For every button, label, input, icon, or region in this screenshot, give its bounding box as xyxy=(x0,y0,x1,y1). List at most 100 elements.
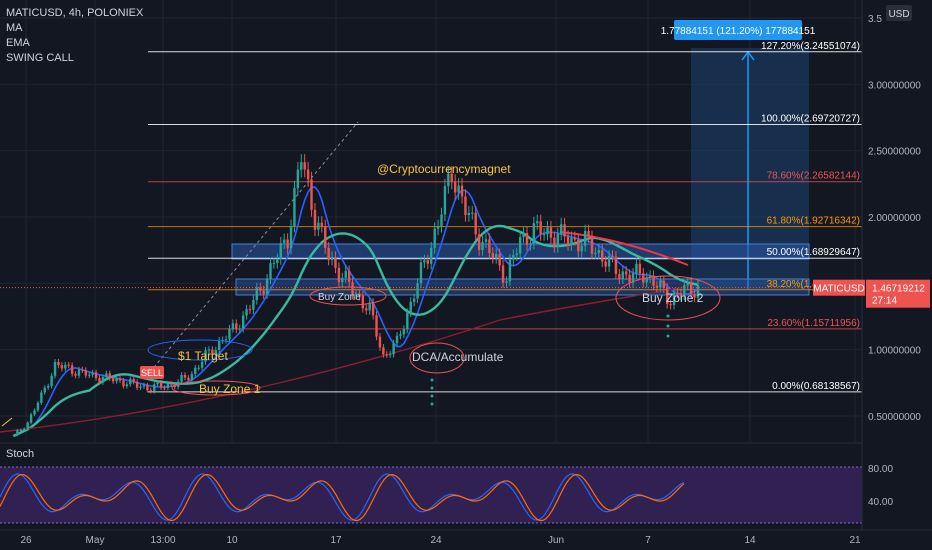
annotations: @Cryptocurrencymagnet Buy Zone $1 Target Bu… xyxy=(1,162,721,427)
candle-body xyxy=(495,254,498,258)
candle-body xyxy=(53,361,57,376)
candle-body xyxy=(282,239,286,244)
candle-body xyxy=(508,259,512,282)
candle-body xyxy=(327,247,330,260)
candle-body xyxy=(354,293,358,295)
candle-body xyxy=(515,253,518,256)
watermark-text: @Cryptocurrencymagnet xyxy=(377,162,511,176)
candle-body xyxy=(566,236,570,245)
candle-body xyxy=(218,340,221,351)
candle-body xyxy=(286,239,289,249)
fib-label: 61.80%(1.92716342) xyxy=(767,216,860,227)
candle-body xyxy=(57,361,60,366)
candle-body xyxy=(70,365,74,374)
candle-body xyxy=(546,227,549,235)
legend-swing-call[interactable]: SWING CALL xyxy=(6,52,74,64)
swing-dot xyxy=(430,394,434,398)
time-tick-label: 21 xyxy=(849,535,861,546)
time-tick-label: 17 xyxy=(330,535,342,546)
time-tick-label: May xyxy=(86,535,105,546)
candle-body xyxy=(365,308,368,311)
candle-body xyxy=(255,287,259,301)
candle-body xyxy=(662,280,665,289)
candle-body xyxy=(447,173,450,187)
candle-body xyxy=(679,293,683,296)
price-tick-label: 2.00000000 xyxy=(868,213,921,224)
candle-body xyxy=(159,382,163,388)
time-tick-label: Jun xyxy=(548,535,564,546)
candle-body xyxy=(43,387,46,393)
candle-body xyxy=(696,285,700,298)
candle-body xyxy=(358,293,361,296)
stoch-band xyxy=(0,467,862,523)
candle-body xyxy=(211,349,214,355)
candle-body xyxy=(98,378,101,383)
candle-body xyxy=(337,267,341,283)
candle-body xyxy=(542,234,546,236)
price-tag-value: 1.46719212 xyxy=(872,284,925,295)
candle-body xyxy=(265,279,269,295)
candle-body xyxy=(170,383,173,385)
symbol-tag-bg xyxy=(813,279,865,296)
time-tick-label: 26 xyxy=(20,535,32,546)
candle-body xyxy=(395,335,399,344)
candle-body xyxy=(214,350,217,355)
candle-body xyxy=(614,256,618,275)
candle-body xyxy=(648,275,652,278)
stoch-label: Stoch xyxy=(6,448,34,460)
candle-body xyxy=(645,277,648,283)
candle-body xyxy=(652,275,655,286)
price-tag-bg xyxy=(866,279,930,308)
candle-body xyxy=(122,380,125,387)
candle-body xyxy=(12,434,16,436)
candle-body xyxy=(642,273,645,283)
candle-body xyxy=(481,241,484,250)
candle-body xyxy=(238,328,241,330)
candle-body xyxy=(29,414,33,423)
dca-ellipse xyxy=(409,342,465,374)
candle-body xyxy=(84,370,88,376)
candle-body xyxy=(518,237,522,254)
candle-body xyxy=(67,364,70,366)
candle-body xyxy=(259,287,262,291)
candle-body xyxy=(512,255,515,260)
buy-zone-2-label: Buy Zone 2 xyxy=(642,291,704,305)
candle-body xyxy=(389,354,392,356)
candle-body xyxy=(594,253,597,255)
time-tick-label: 14 xyxy=(744,535,756,546)
candle-body xyxy=(248,309,252,311)
candle-body xyxy=(577,239,580,252)
candle-body xyxy=(549,227,553,238)
candle-body xyxy=(587,230,590,237)
time-tick-label: 10 xyxy=(226,535,238,546)
candle-body xyxy=(436,226,440,229)
candle-body xyxy=(683,285,686,296)
candle-body xyxy=(498,254,501,266)
candle-body xyxy=(371,302,375,316)
candle-body xyxy=(392,343,395,355)
time-tick-label: 13:00 xyxy=(150,535,175,546)
stoch-d-line xyxy=(0,473,685,522)
candle-body xyxy=(91,372,94,375)
price-tick-label: 3.00000000 xyxy=(868,80,921,91)
candle-body xyxy=(74,373,77,376)
candle-body xyxy=(618,274,621,279)
candle-body xyxy=(669,304,672,306)
fib-label: 23.60%(1.15711956) xyxy=(767,318,860,329)
candle-body xyxy=(505,281,508,283)
candle-body xyxy=(190,374,194,381)
legend-ma[interactable]: MA xyxy=(6,22,23,34)
candle-body xyxy=(590,236,594,254)
candle-body xyxy=(101,377,105,383)
fib-label: 127.20%(3.24551074) xyxy=(761,41,860,52)
candle-body xyxy=(125,384,129,387)
candle-body xyxy=(118,378,122,381)
time-axis[interactable]: 26 May 13:00 10 17 24 Jun 7 14 21 xyxy=(0,529,932,546)
symbol-title[interactable]: MATICUSD, 4h, POLONIEX xyxy=(6,7,144,19)
candle-body xyxy=(484,239,488,242)
candle-body xyxy=(385,354,388,356)
legend-ema[interactable]: EMA xyxy=(6,37,30,49)
candle-body xyxy=(231,323,235,329)
